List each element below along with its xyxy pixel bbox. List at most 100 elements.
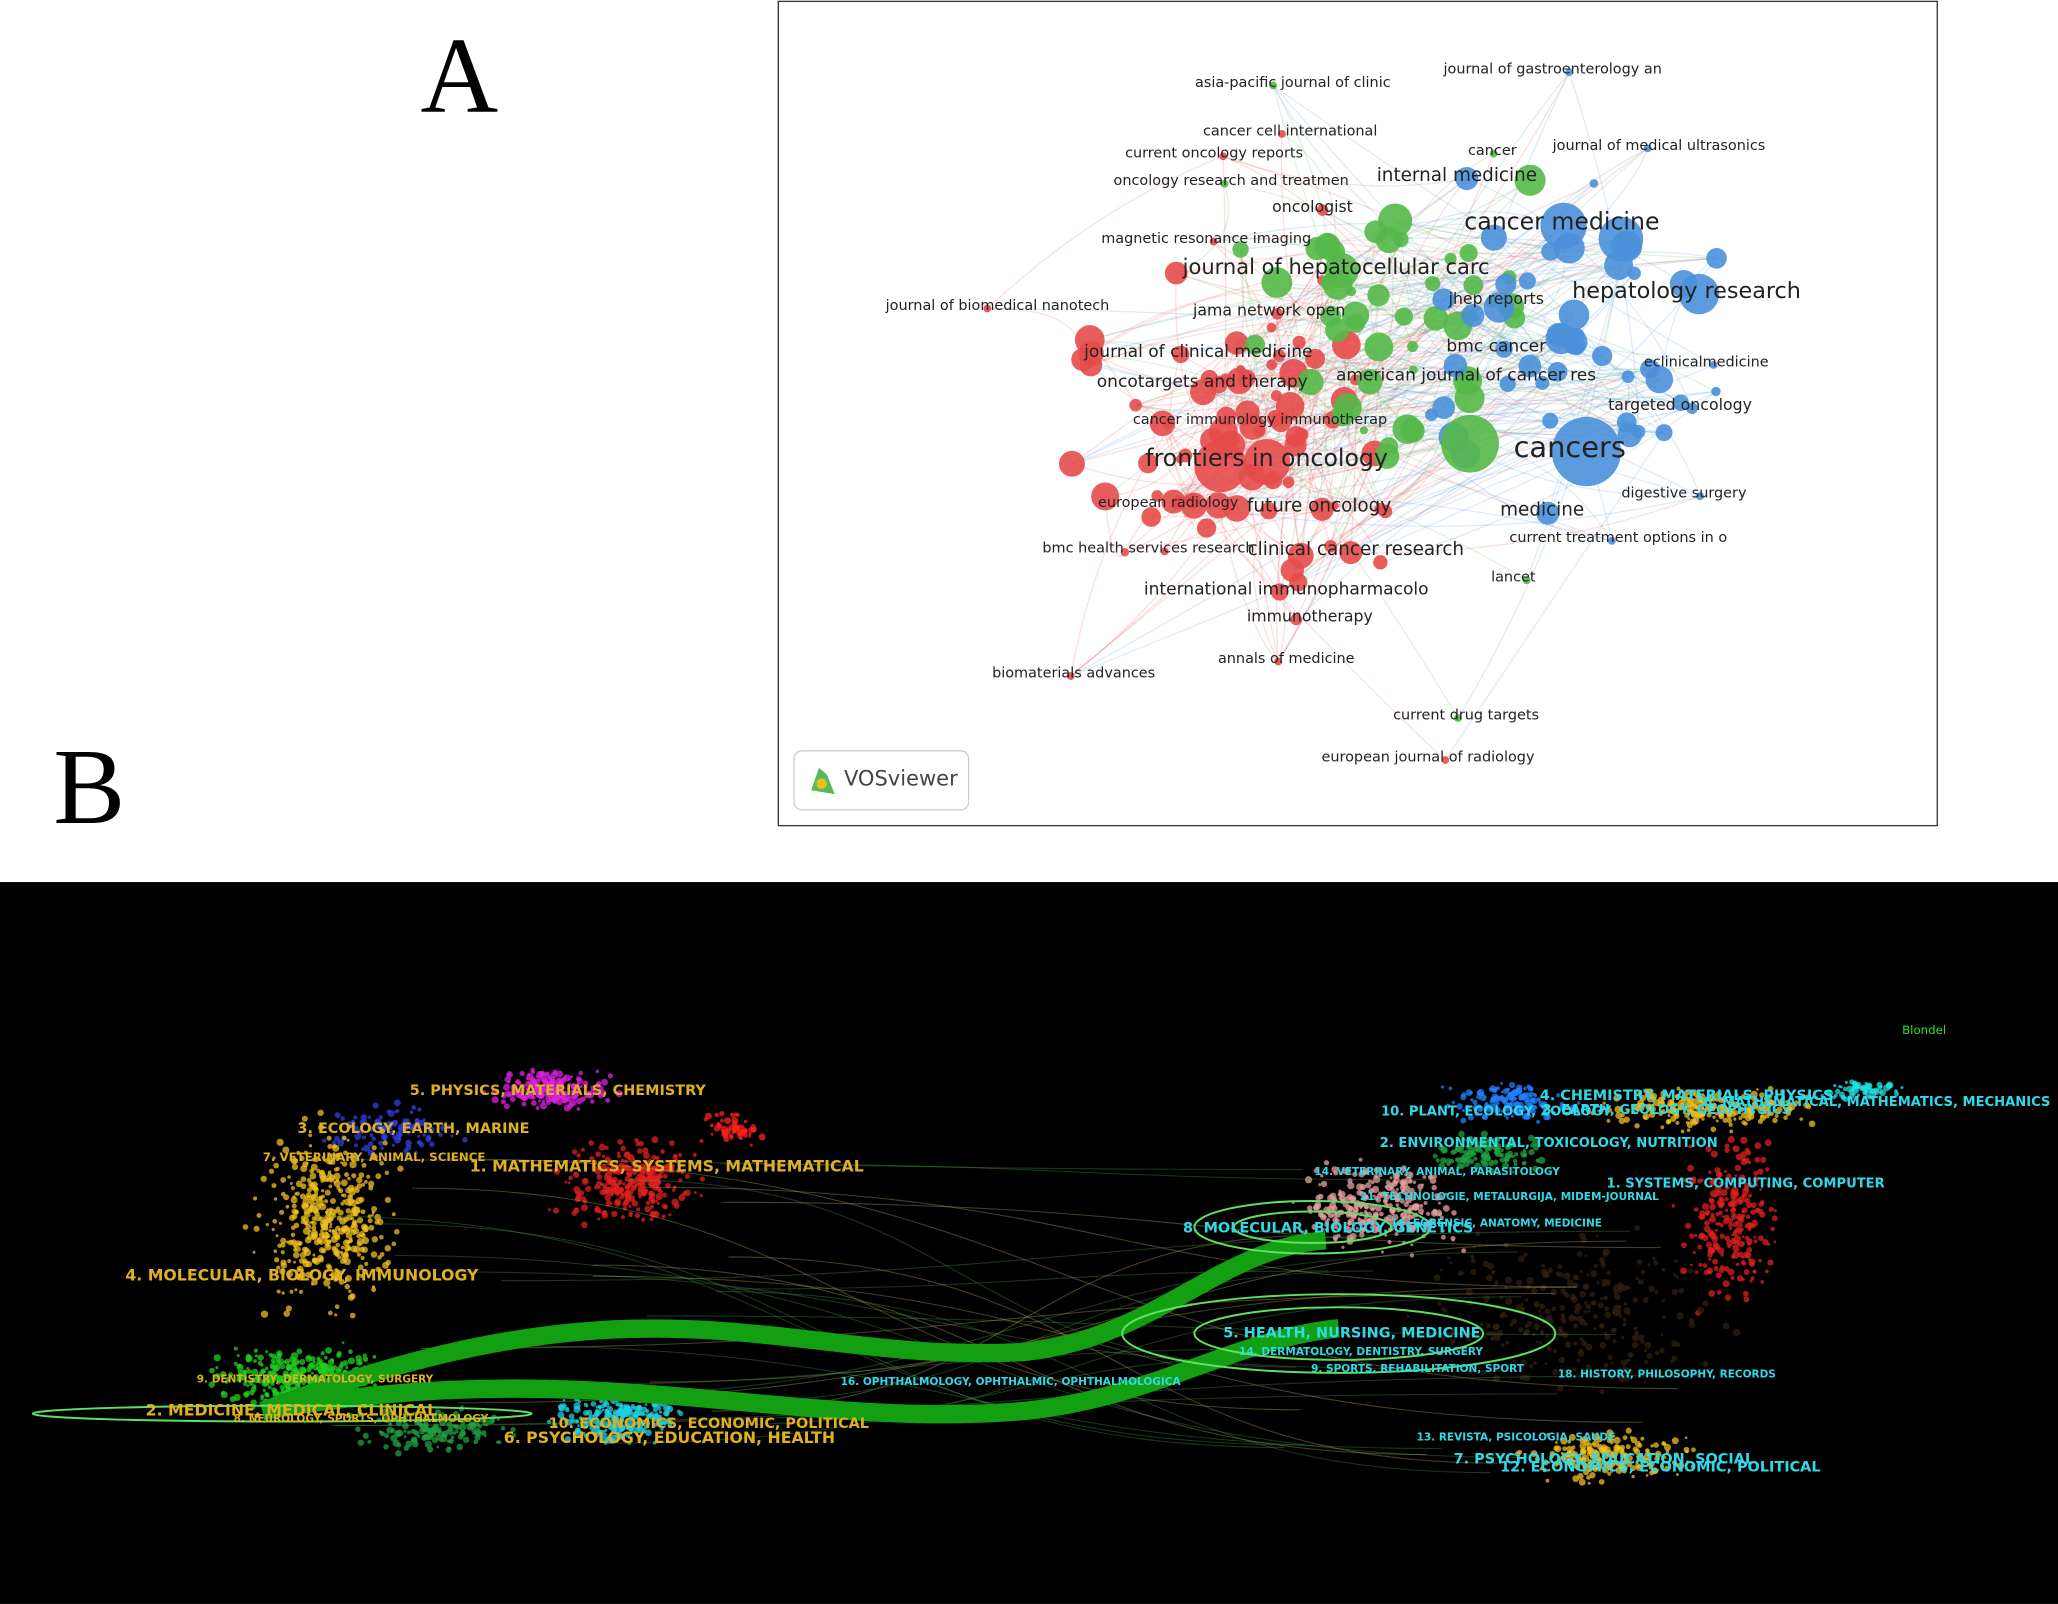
journal-dot [262, 1388, 266, 1393]
journal-dot [327, 1170, 332, 1174]
node [1423, 306, 1449, 331]
edge [1343, 344, 1382, 510]
cluster-label: 4. MOLECULAR, BIOLOGY, IMMUNOLOGY [125, 1265, 479, 1284]
journal-dot [1732, 1221, 1739, 1228]
node-label: magnetic resonance imaging [1101, 231, 1311, 247]
journal-dot [1675, 1342, 1681, 1347]
journal-dot [678, 1193, 686, 1201]
journal-dot [344, 1172, 349, 1178]
journal-dot [308, 1133, 313, 1138]
journal-dot [1347, 1182, 1355, 1190]
journal-dot [1741, 1209, 1745, 1214]
journal-dot [1425, 1211, 1431, 1216]
journal-dot [410, 1429, 416, 1434]
journal-dot [1731, 1212, 1736, 1217]
journal-dot [651, 1165, 656, 1170]
node [1297, 368, 1324, 396]
journal-dot [294, 1246, 301, 1253]
journal-dot [285, 1240, 289, 1244]
journal-dot [384, 1125, 390, 1131]
journal-dot [1569, 1293, 1576, 1300]
journal-dot [1345, 1204, 1352, 1211]
edge [1363, 295, 1380, 431]
node [1359, 426, 1368, 435]
node-label: oncologist [1272, 197, 1353, 216]
journal-dot [595, 1080, 602, 1087]
journal-dot [311, 1278, 318, 1286]
journal-dot [581, 1423, 588, 1430]
journal-dot [402, 1410, 410, 1418]
node [1266, 359, 1278, 371]
node [1425, 408, 1438, 422]
journal-dot [272, 1218, 278, 1224]
journal-dot [1546, 1345, 1552, 1352]
journal-dot [413, 1437, 418, 1442]
node-label: bmc cancer [1446, 337, 1547, 357]
journal-dot [530, 1069, 536, 1075]
journal-dot [342, 1360, 349, 1367]
journal-dot [271, 1377, 277, 1383]
journal-dot [1602, 1248, 1611, 1256]
journal-dot [1726, 1240, 1733, 1247]
cluster-label: 5. HEALTH, NURSING, MEDICINE [1223, 1326, 1480, 1342]
journal-dot [605, 1186, 612, 1193]
journal-dot [1710, 1233, 1716, 1239]
journal-dot [389, 1127, 393, 1131]
journal-dot [309, 1172, 317, 1180]
journal-dot [1674, 1259, 1678, 1263]
journal-dot [468, 1421, 476, 1428]
journal-dot [1483, 1335, 1487, 1339]
journal-dot [1722, 1280, 1730, 1288]
edge [1363, 245, 1628, 431]
journal-dot [1318, 1183, 1322, 1187]
node [1329, 501, 1339, 511]
journal-dot [585, 1185, 592, 1192]
node [1489, 149, 1498, 158]
journal-dot [1715, 1119, 1719, 1123]
edge [1295, 368, 1651, 621]
journal-dot [395, 1136, 399, 1140]
journal-dot [730, 1113, 736, 1118]
journal-dot [334, 1112, 341, 1119]
journal-dot [346, 1138, 350, 1142]
edge [1549, 364, 1714, 422]
journal-dot [1675, 1120, 1680, 1125]
edge [1435, 147, 1648, 319]
journal-dot [656, 1187, 662, 1193]
journal-dot [291, 1380, 296, 1385]
journal-dot [349, 1199, 357, 1207]
panel-label: B [53, 728, 125, 847]
journal-dot [1538, 1313, 1543, 1318]
journal-dot [604, 1414, 607, 1417]
journal-dot [362, 1353, 367, 1358]
journal-dot [576, 1153, 581, 1158]
journal-dot [1724, 1147, 1730, 1154]
node [1219, 152, 1228, 161]
journal-dot [299, 1155, 305, 1161]
journal-dot [473, 1439, 479, 1445]
journal-dot [1708, 1257, 1712, 1261]
journal-dot [371, 1210, 375, 1215]
journal-dot [1672, 1273, 1676, 1277]
journal-dot [321, 1200, 324, 1203]
journal-dot [369, 1126, 375, 1132]
journal-dot [717, 1123, 723, 1129]
edge [1245, 368, 1651, 424]
journal-dot [642, 1147, 649, 1154]
journal-dot [601, 1408, 605, 1412]
journal-dot [1613, 1293, 1621, 1301]
journal-dot [326, 1135, 332, 1141]
journal-dot [613, 1416, 618, 1421]
journal-dot [354, 1133, 362, 1141]
journal-dot [255, 1374, 260, 1379]
cluster-label: 9. DENTISTRY, DERMATOLOGY, SURGERY [197, 1374, 434, 1386]
node [1269, 81, 1278, 90]
journal-dot [1799, 1117, 1803, 1121]
edge [1322, 209, 1433, 285]
node [1643, 144, 1652, 153]
journal-dot [250, 1399, 257, 1406]
logo-text: VOSviewer [844, 767, 958, 791]
cluster-label: 8. NEUROLOGY, SPORTS, OPHTHALMOLOGY [234, 1413, 489, 1425]
journal-dot [366, 1174, 371, 1179]
journal-dot [1734, 1164, 1742, 1172]
